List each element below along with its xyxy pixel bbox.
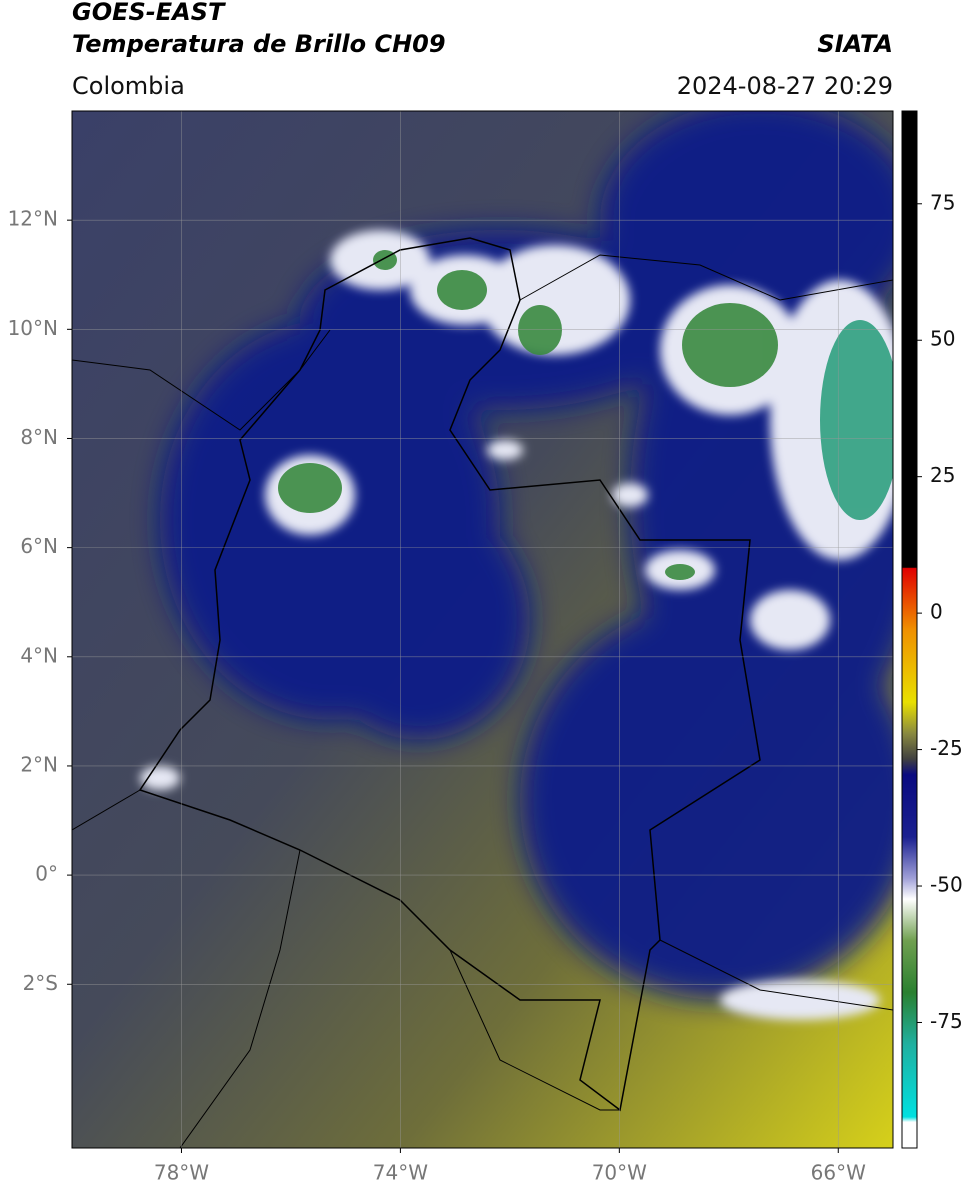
- x-tick-label: 70°W: [592, 1161, 647, 1185]
- x-tick-label: 78°W: [154, 1161, 209, 1185]
- y-tick-label: 8°N: [20, 425, 58, 449]
- y-tick-label: 0°: [35, 862, 58, 886]
- y-tick-label: 12°N: [8, 207, 58, 231]
- region: Colombia: [72, 72, 185, 100]
- y-tick-label: 2°S: [23, 971, 58, 995]
- colorbar-tick-label: -25: [930, 736, 963, 760]
- y-tick-label: 2°N: [20, 752, 58, 776]
- title: GOES-EAST: [72, 0, 226, 26]
- y-tick-label: 6°N: [20, 534, 58, 558]
- x-tick-label: 66°W: [811, 1161, 866, 1185]
- colorbar-tick-label: -75: [930, 1009, 963, 1033]
- colorbar-tick-label: -50: [930, 873, 963, 897]
- datetime: 2024-08-27 20:29: [677, 72, 893, 100]
- source: SIATA: [817, 30, 893, 58]
- colorbar: [901, 110, 918, 1149]
- subtitle: Temperatura de Brillo CH09: [72, 30, 446, 58]
- map-image: [72, 111, 893, 1148]
- y-tick-label: 4°N: [20, 643, 58, 667]
- colorbar-tick-label: 75: [930, 190, 955, 214]
- colorbar-tick-label: 50: [930, 327, 955, 351]
- y-tick-label: 10°N: [8, 316, 58, 340]
- colorbar-tick-label: 25: [930, 463, 955, 487]
- x-tick-label: 74°W: [373, 1161, 428, 1185]
- map-frame: [71, 110, 894, 1149]
- colorbar-tick-label: 0: [930, 600, 943, 624]
